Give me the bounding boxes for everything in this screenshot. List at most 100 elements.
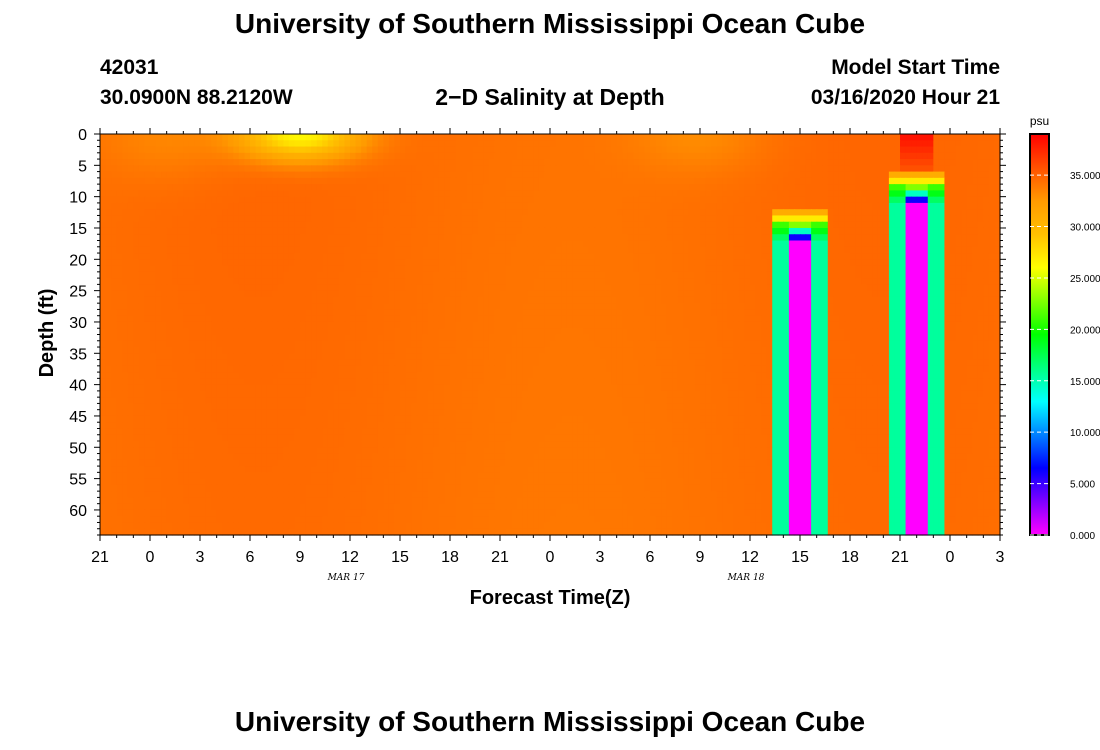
heatmap-cell bbox=[872, 315, 879, 323]
heatmap-cell bbox=[122, 184, 129, 191]
heatmap-cell bbox=[461, 284, 468, 292]
heatmap-cell bbox=[400, 159, 407, 166]
heatmap-cell bbox=[666, 234, 673, 242]
heatmap-cell bbox=[688, 290, 696, 298]
heatmap-cell bbox=[394, 221, 401, 229]
heatmap-cell bbox=[450, 321, 457, 329]
heatmap-cell bbox=[294, 140, 301, 148]
heatmap-cell bbox=[455, 146, 462, 154]
heatmap-cell bbox=[344, 265, 351, 273]
heatmap-cell bbox=[816, 196, 823, 204]
heatmap-cell bbox=[722, 278, 729, 285]
heatmap-cell bbox=[794, 196, 801, 204]
heatmap-cell bbox=[866, 196, 873, 204]
heatmap-cell bbox=[288, 134, 296, 141]
heatmap-cell bbox=[616, 246, 623, 254]
heatmap-cell bbox=[244, 227, 251, 235]
heatmap-cell bbox=[177, 278, 184, 285]
heatmap-cell bbox=[116, 284, 123, 292]
heatmap-cell bbox=[777, 271, 784, 279]
heatmap-cell bbox=[927, 171, 934, 179]
heatmap-cell bbox=[211, 221, 218, 229]
heatmap-cell bbox=[222, 278, 229, 285]
heatmap-cell bbox=[933, 196, 940, 204]
heatmap-cell bbox=[405, 190, 412, 198]
heatmap-cell bbox=[533, 227, 540, 235]
heatmap-cell bbox=[800, 271, 807, 279]
heatmap-cell bbox=[461, 146, 468, 154]
heatmap-cell bbox=[622, 240, 629, 248]
heatmap-cell bbox=[494, 321, 501, 329]
heatmap-cell bbox=[600, 202, 607, 210]
heatmap-cell bbox=[855, 134, 862, 141]
heatmap-cell bbox=[466, 290, 473, 298]
heatmap-cell bbox=[444, 202, 451, 210]
heatmap-cell bbox=[961, 184, 968, 191]
heatmap-cell bbox=[244, 309, 251, 317]
heatmap-cell bbox=[961, 134, 968, 141]
heatmap-cell bbox=[916, 177, 923, 185]
heatmap-cell bbox=[838, 284, 846, 292]
heatmap-cell bbox=[955, 177, 962, 185]
heatmap-cell bbox=[900, 140, 907, 148]
heatmap-cell bbox=[383, 209, 390, 217]
heatmap-cell bbox=[594, 190, 601, 198]
heatmap-cell bbox=[822, 190, 829, 198]
heatmap-cell bbox=[466, 215, 473, 223]
heatmap-cell bbox=[566, 202, 573, 210]
heatmap-cell bbox=[900, 221, 907, 229]
heatmap-cell bbox=[466, 234, 473, 242]
heatmap-cell bbox=[922, 221, 929, 229]
heatmap-cell bbox=[550, 234, 557, 242]
heatmap-cell bbox=[172, 152, 179, 160]
heatmap-cell bbox=[583, 246, 590, 254]
heatmap-cell bbox=[700, 165, 707, 173]
heatmap-cell bbox=[427, 234, 434, 242]
heatmap-cell bbox=[355, 165, 362, 173]
heatmap-cell bbox=[805, 309, 812, 317]
heatmap-cell bbox=[933, 146, 940, 154]
heatmap-cell bbox=[955, 171, 962, 179]
heatmap-cell bbox=[616, 171, 623, 179]
heatmap-cell bbox=[661, 190, 668, 198]
heatmap-cell bbox=[177, 196, 184, 204]
heatmap-cell bbox=[500, 184, 507, 191]
heatmap-cell bbox=[433, 159, 440, 166]
heatmap-cell bbox=[927, 134, 934, 141]
heatmap-cell bbox=[483, 140, 490, 148]
heatmap-cell bbox=[422, 146, 429, 154]
heatmap-cell bbox=[594, 240, 601, 248]
heatmap-cell bbox=[872, 234, 879, 242]
heatmap-cell bbox=[194, 284, 201, 292]
heatmap-cell bbox=[327, 134, 334, 141]
heatmap-cell bbox=[555, 146, 562, 154]
heatmap-cell bbox=[133, 184, 140, 191]
heatmap-cell bbox=[750, 159, 757, 166]
heatmap-cell bbox=[727, 202, 734, 210]
heatmap-cell bbox=[211, 227, 218, 235]
heatmap-cell bbox=[277, 234, 284, 242]
heatmap-cell bbox=[116, 309, 123, 317]
heatmap-cell bbox=[638, 296, 646, 304]
heatmap-cell bbox=[850, 184, 857, 191]
heatmap-cell bbox=[350, 202, 357, 210]
heatmap-cell bbox=[833, 284, 840, 292]
heatmap-cell bbox=[450, 196, 457, 204]
heatmap-cell bbox=[922, 303, 929, 311]
heatmap-cell bbox=[800, 315, 807, 323]
heatmap-cell bbox=[455, 152, 462, 160]
heatmap-cell bbox=[133, 209, 140, 217]
heatmap-cell bbox=[155, 146, 162, 154]
heatmap-cell bbox=[533, 290, 540, 298]
heatmap-cell bbox=[377, 303, 384, 311]
heatmap-cell bbox=[283, 190, 290, 198]
heatmap-cell bbox=[466, 134, 473, 141]
heatmap-cell bbox=[144, 152, 151, 160]
heatmap-cell bbox=[772, 140, 779, 148]
heatmap-cell bbox=[844, 309, 851, 317]
heatmap-cell bbox=[233, 190, 240, 198]
heatmap-cell bbox=[227, 184, 234, 191]
heatmap-cell bbox=[950, 246, 957, 254]
heatmap-cell bbox=[322, 315, 329, 323]
heatmap-cell bbox=[711, 284, 718, 292]
